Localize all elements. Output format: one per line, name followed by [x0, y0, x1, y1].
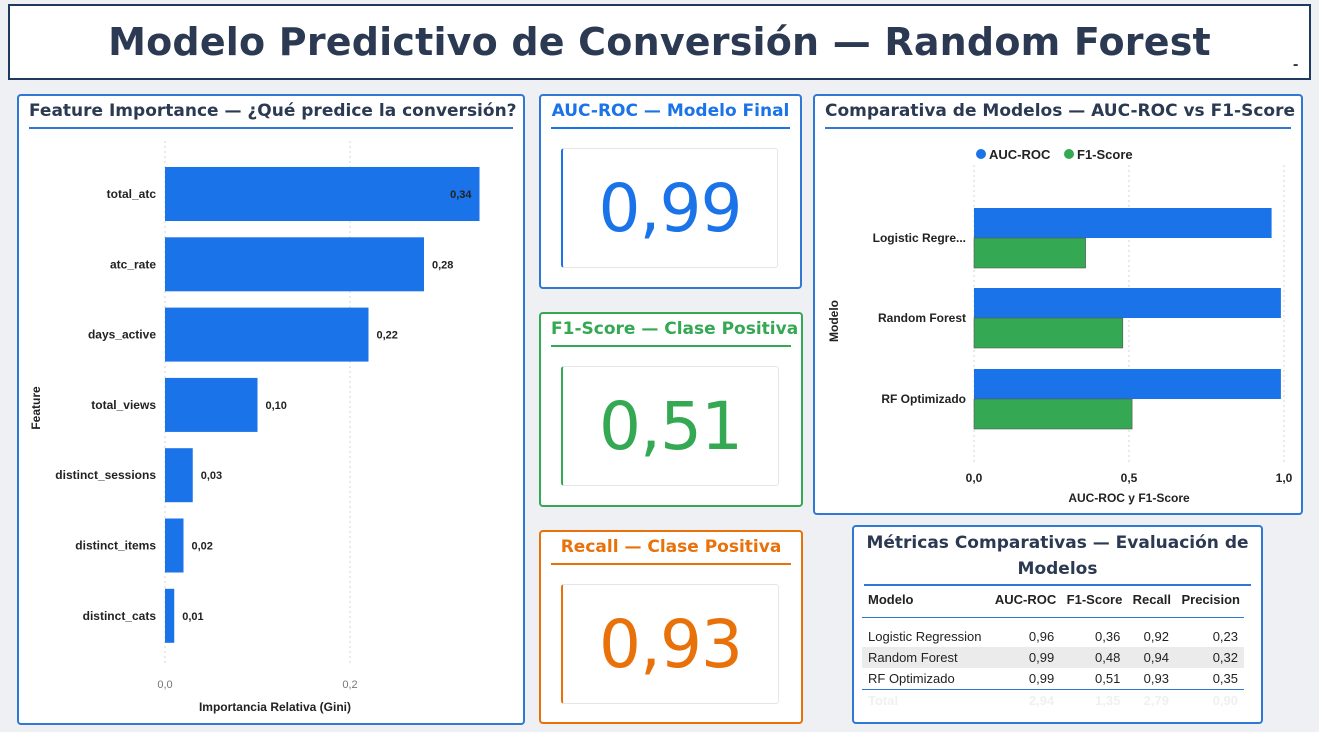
table-row: RF Optimizado 0,99 0,51 0,93 0,35 [862, 668, 1244, 690]
cell-auc: 0,99 [988, 646, 1061, 668]
metrics-table-panel: Métricas Comparativas — Evaluación de Mo… [852, 525, 1263, 724]
y-tick-label: distinct_cats [83, 609, 157, 623]
feature-importance-chart: 0,0 0,2 total_atc 0,34 atc_rate 0,28 days_acti… [29, 141, 480, 714]
bar [165, 307, 369, 362]
data-label: 0,03 [201, 470, 222, 482]
y-axis-label: Modelo [827, 300, 841, 342]
cell-model: RF Optimizado [868, 670, 955, 686]
data-label: 0,34 [450, 189, 472, 201]
cell-model: Random Forest [862, 646, 989, 668]
y-tick-label: total_views [91, 398, 156, 412]
cell-recall: 0,93 [1143, 670, 1169, 686]
col-header-auc[interactable]: AUC-ROC [988, 583, 1061, 618]
model-comparison-panel: Comparativa de Modelos — AUC-ROC vs F1-S… [813, 94, 1303, 515]
y-tick-label: Logistic Regre... [873, 231, 966, 245]
cell-f1: 0,36 [1095, 628, 1121, 644]
cell-auc: 0,99 [1028, 670, 1055, 686]
model-comparison-chart: 0,0 0,5 1,0 AUC-ROC F1-Score Logistic Regre..… [827, 147, 1293, 505]
x-tick-label: 1,0 [1276, 471, 1293, 485]
kpi-auc-card: AUC-ROC — Modelo Final 0,99 [539, 94, 802, 289]
cell-recall: 0,94 [1126, 646, 1175, 668]
y-tick-label: days_active [88, 328, 156, 342]
col-header-precision[interactable]: Precision [1174, 583, 1244, 618]
cell-recall: 0,92 [1143, 628, 1169, 644]
x-tick-label: 0,0 [157, 679, 172, 691]
data-label: 0,22 [377, 330, 398, 342]
x-tick-label: 0,5 [1121, 471, 1138, 485]
legend-marker [1064, 149, 1074, 159]
data-label: 0,01 [182, 611, 203, 623]
bar [165, 448, 193, 503]
minimize-icon[interactable]: - [1293, 56, 1299, 73]
table-row: Logistic Regression 0,96 0,36 0,92 0,23 [862, 626, 1244, 647]
kpi-f1-card: F1-Score — Clase Positiva 0,51 [539, 312, 803, 507]
kpi-f1-box: 0,51 [561, 366, 779, 486]
col-header-model[interactable]: Modelo [862, 583, 989, 618]
metrics-title-line2: Modelos [1017, 559, 1098, 579]
y-tick-label: distinct_sessions [55, 468, 156, 482]
cell-model: Logistic Regression [868, 628, 982, 644]
kpi-auc-box: 0,99 [561, 148, 778, 268]
data-label: 0,02 [192, 541, 213, 553]
x-tick-label: 0,0 [966, 471, 983, 485]
kpi-recall-title: Recall — Clase Positiva [551, 537, 791, 565]
bar [974, 369, 1281, 399]
data-label: 0,28 [432, 259, 453, 271]
kpi-recall-card: Recall — Clase Positiva 0,93 [539, 530, 803, 724]
cell-total-label: Total [862, 688, 989, 711]
bar [165, 237, 424, 292]
cell-auc: 0,96 [1028, 628, 1055, 644]
cell-precision: 0,35 [1212, 670, 1238, 686]
kpi-auc-value: 0,99 [598, 169, 743, 247]
bar [165, 167, 480, 221]
x-tick-label: 0,2 [342, 679, 357, 691]
bar [974, 288, 1281, 318]
dashboard-header: Modelo Predictivo de Conversión — Random… [8, 4, 1311, 80]
data-label: 0,10 [266, 400, 287, 412]
y-tick-label: total_atc [107, 187, 157, 201]
y-tick-label: distinct_items [75, 539, 156, 553]
legend-marker [976, 149, 986, 159]
metrics-table: Modelo AUC-ROC F1-Score Recall Precision… [862, 583, 1244, 711]
page-title: Modelo Predictivo de Conversión — Random… [108, 20, 1211, 64]
col-header-f1[interactable]: F1-Score [1060, 583, 1127, 618]
bar [165, 518, 184, 573]
cell-total-recall: 2,79 [1126, 688, 1175, 711]
x-axis-label: AUC-ROC y F1-Score [1068, 491, 1190, 505]
cell-precision: 0,23 [1212, 628, 1238, 644]
bar [973, 317, 1124, 349]
kpi-f1-title: F1-Score — Clase Positiva [551, 319, 798, 347]
kpi-recall-value: 0,93 [599, 605, 743, 683]
y-axis-label: Feature [29, 386, 43, 430]
y-tick-label: Random Forest [878, 311, 966, 325]
kpi-f1-value: 0,51 [599, 387, 743, 465]
metrics-table-title: Métricas Comparativas — Evaluación de Mo… [864, 530, 1251, 586]
feature-importance-title: Feature Importance — ¿Qué predice la con… [29, 101, 517, 129]
metrics-title-line1: Métricas Comparativas — Evaluación de [866, 533, 1249, 553]
feature-importance-panel: Feature Importance — ¿Qué predice la con… [17, 94, 525, 725]
kpi-recall-box: 0,93 [561, 584, 779, 704]
table-total-row: Total 2,94 1,35 2,79 0,90 [862, 688, 1244, 711]
col-header-recall[interactable]: Recall [1126, 583, 1175, 618]
bar [973, 398, 1133, 430]
bar [165, 588, 175, 643]
cell-total-auc: 2,94 [988, 688, 1061, 711]
kpi-auc-title: AUC-ROC — Modelo Final [551, 101, 790, 129]
cell-total-precision: 0,90 [1174, 688, 1244, 711]
bar [974, 208, 1272, 238]
cell-total-f1: 1,35 [1060, 688, 1127, 711]
cell-precision: 0,32 [1174, 646, 1244, 668]
model-comparison-title: Comparativa de Modelos — AUC-ROC vs F1-S… [825, 101, 1295, 129]
cell-f1: 0,51 [1095, 670, 1121, 686]
table-row: Random Forest 0,99 0,48 0,94 0,32 [862, 646, 1244, 668]
bar [973, 237, 1086, 269]
legend-entry: AUC-ROC [989, 147, 1051, 162]
y-tick-label: RF Optimizado [881, 392, 966, 406]
x-axis-label: Importancia Relativa (Gini) [199, 700, 351, 714]
legend-entry: F1-Score [1077, 147, 1133, 162]
y-tick-label: atc_rate [110, 257, 156, 271]
table-header-row: Modelo AUC-ROC F1-Score Recall Precision [862, 583, 1244, 618]
bar [165, 377, 258, 432]
cell-f1: 0,48 [1060, 646, 1127, 668]
